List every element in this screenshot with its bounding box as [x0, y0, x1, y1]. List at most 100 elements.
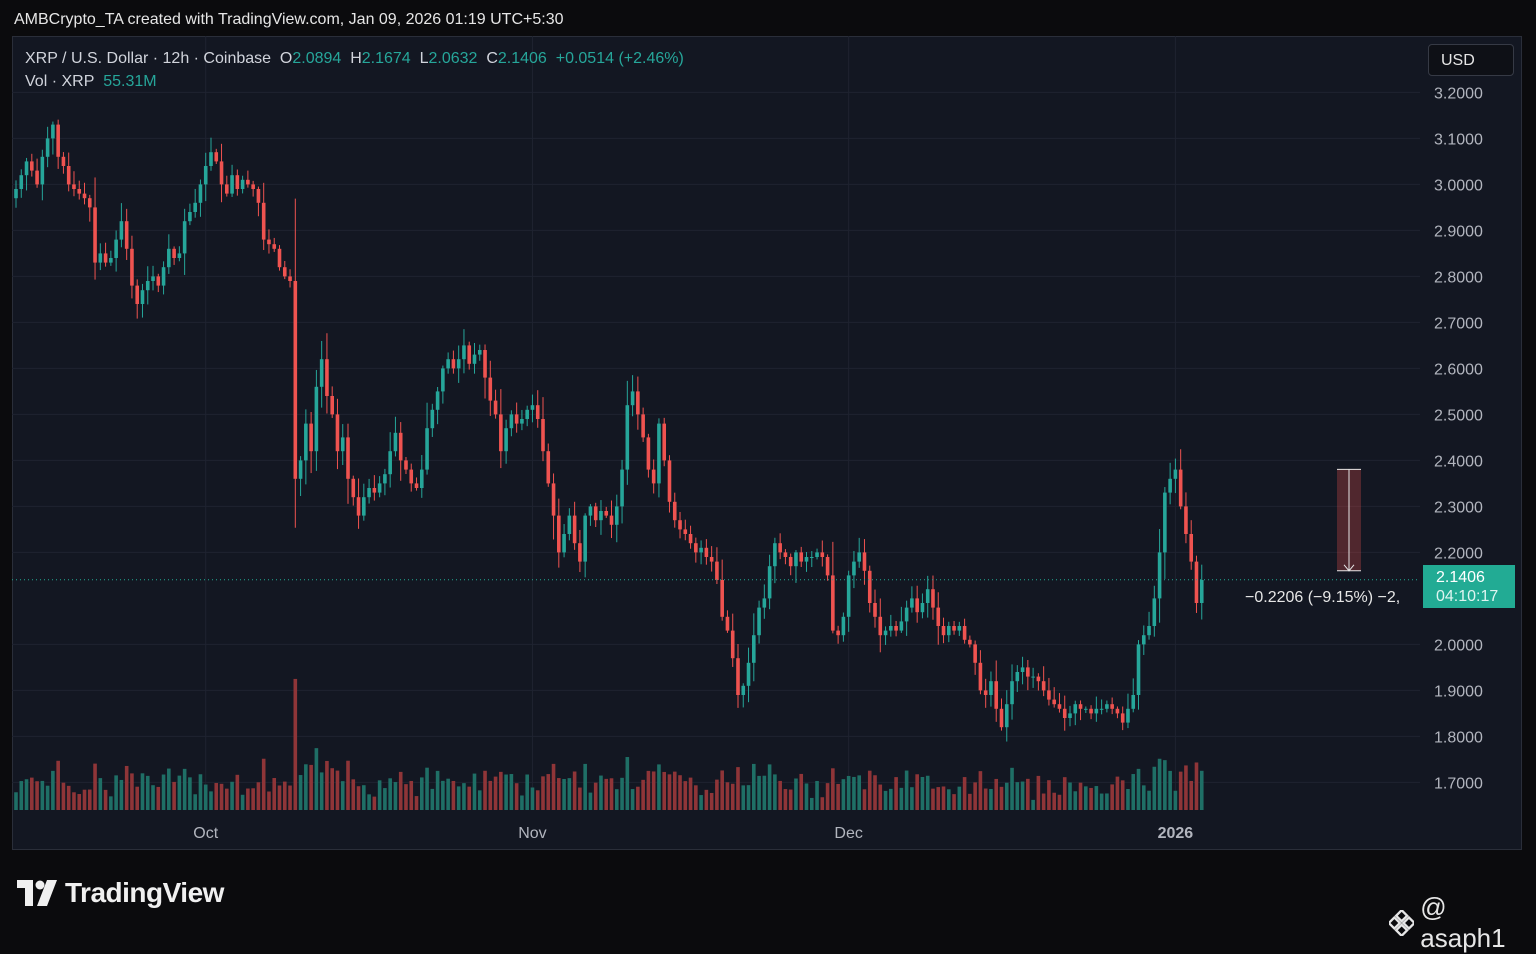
volume-bar — [1189, 780, 1194, 810]
volume-bar — [730, 783, 735, 810]
candle — [209, 137, 213, 171]
y-tick-label: 3.1000 — [1434, 131, 1483, 148]
volume-bar — [156, 786, 161, 810]
volume-bar — [952, 794, 956, 810]
volume-bar — [130, 773, 134, 810]
candle — [630, 375, 635, 417]
volume-bar — [82, 789, 87, 810]
volume-bar — [1141, 785, 1146, 810]
volume-bar — [662, 771, 667, 810]
candle-body — [525, 409, 529, 419]
candle-body — [1068, 713, 1072, 718]
candle-body — [704, 547, 709, 557]
candle-body — [1189, 534, 1194, 562]
candle-body — [614, 506, 619, 525]
candle-body — [256, 189, 261, 203]
candle-body — [815, 552, 819, 557]
volume-bar — [446, 778, 450, 810]
candle-body — [145, 281, 150, 291]
candle-body — [504, 428, 508, 452]
candle — [261, 182, 266, 250]
volume-bar — [193, 794, 197, 810]
candle — [820, 540, 825, 567]
volume-bar — [799, 773, 804, 810]
volume-bar — [356, 786, 361, 810]
candle-body — [572, 515, 577, 544]
candle-body — [593, 506, 598, 521]
price-chart[interactable]: 3.2000 3.1000 3.0000 2.9000 2.8000 2.7000 2.60… — [12, 36, 1522, 850]
candle — [1010, 664, 1014, 720]
x-tick-label: Dec — [834, 825, 862, 842]
volume-bar — [788, 789, 793, 810]
volume-bar — [209, 791, 213, 810]
volume-bar — [746, 785, 751, 810]
candle — [904, 600, 909, 636]
volume-bar — [267, 791, 271, 810]
candle — [593, 502, 598, 527]
candle — [351, 475, 356, 506]
candle — [683, 519, 688, 541]
volume-bar — [293, 678, 298, 810]
volume-bar — [720, 770, 724, 810]
candle — [1189, 520, 1194, 570]
volume-bar — [261, 758, 266, 810]
volume-bar — [651, 771, 656, 810]
tradingview-logo-text: TradingView — [65, 877, 224, 908]
candle — [825, 554, 830, 581]
volume-bar — [45, 785, 50, 810]
y-tick-label: 2.7000 — [1434, 315, 1483, 332]
volume-bar — [340, 781, 345, 810]
volume-bar — [398, 771, 403, 810]
volume-bar — [514, 783, 519, 810]
candle — [1078, 700, 1083, 721]
candle — [40, 149, 45, 201]
candle-body — [304, 423, 308, 461]
candle — [451, 350, 456, 374]
candle-body — [852, 561, 856, 576]
candle — [19, 169, 24, 198]
candle — [203, 152, 208, 202]
tradingview-logo[interactable]: TradingView — [17, 877, 224, 909]
candle — [699, 540, 703, 565]
volume-bar — [230, 781, 234, 810]
candle-body — [24, 161, 29, 176]
low-value: 2.0632 — [428, 50, 478, 67]
candle — [952, 621, 956, 635]
volume-bar — [831, 768, 835, 810]
volume-bar — [1110, 784, 1114, 810]
candle-body — [398, 432, 403, 461]
volume-bar — [520, 795, 524, 810]
volume-bar — [557, 778, 561, 810]
candle-body — [103, 253, 108, 263]
candle-body — [140, 290, 145, 304]
candle-body — [1010, 681, 1014, 705]
candle — [704, 539, 709, 565]
volume-bar — [688, 777, 693, 810]
volume-bar — [188, 777, 192, 810]
currency-button[interactable]: USD — [1428, 44, 1514, 76]
volume-bar — [1168, 770, 1172, 810]
y-tick-label: 3.2000 — [1434, 85, 1483, 102]
candle — [188, 203, 192, 226]
candle-body — [425, 428, 429, 470]
candle-body — [393, 432, 398, 452]
candle-body — [19, 175, 24, 189]
candle-body — [894, 626, 898, 631]
candle — [757, 600, 761, 644]
volume-bar — [319, 772, 324, 810]
candle — [925, 575, 930, 618]
candle — [1073, 700, 1078, 726]
candle — [720, 559, 724, 621]
volume-bar — [825, 783, 830, 810]
candle-body — [177, 253, 182, 258]
candle-body — [836, 630, 840, 636]
volume-bar — [678, 775, 682, 810]
candle-body — [472, 354, 477, 364]
candle-body — [773, 543, 777, 567]
candle-body — [883, 630, 888, 636]
candle — [467, 341, 472, 370]
volume-bar — [282, 781, 287, 810]
volume-bar — [135, 786, 140, 810]
candle — [641, 407, 645, 442]
candle-body — [973, 644, 977, 663]
